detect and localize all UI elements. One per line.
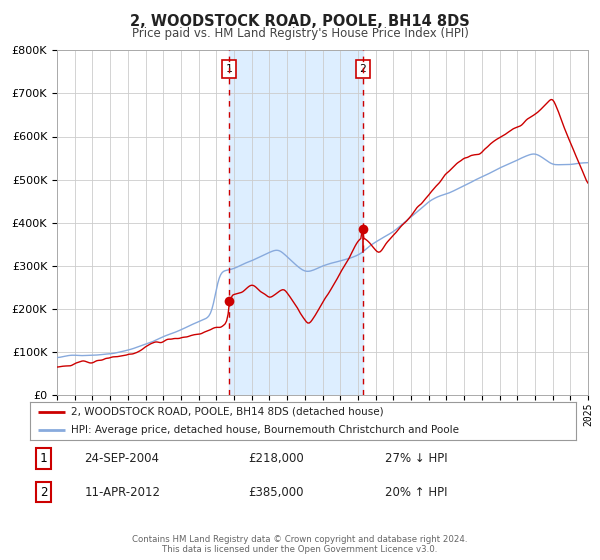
Text: 2, WOODSTOCK ROAD, POOLE, BH14 8DS: 2, WOODSTOCK ROAD, POOLE, BH14 8DS — [130, 14, 470, 29]
Text: Contains HM Land Registry data © Crown copyright and database right 2024.: Contains HM Land Registry data © Crown c… — [132, 535, 468, 544]
Bar — [229, 50, 363, 395]
Text: 27% ↓ HPI: 27% ↓ HPI — [385, 452, 448, 465]
Text: 24-SEP-2004: 24-SEP-2004 — [85, 452, 160, 465]
Text: 1: 1 — [226, 64, 233, 74]
Text: 2: 2 — [359, 64, 366, 74]
Text: 1: 1 — [40, 452, 47, 465]
Text: Price paid vs. HM Land Registry's House Price Index (HPI): Price paid vs. HM Land Registry's House … — [131, 27, 469, 40]
Text: HPI: Average price, detached house, Bournemouth Christchurch and Poole: HPI: Average price, detached house, Bour… — [71, 425, 459, 435]
Text: £218,000: £218,000 — [248, 452, 304, 465]
Text: 11-APR-2012: 11-APR-2012 — [85, 486, 161, 499]
Text: This data is licensed under the Open Government Licence v3.0.: This data is licensed under the Open Gov… — [163, 545, 437, 554]
Text: 2, WOODSTOCK ROAD, POOLE, BH14 8DS (detached house): 2, WOODSTOCK ROAD, POOLE, BH14 8DS (deta… — [71, 407, 383, 417]
Text: 20% ↑ HPI: 20% ↑ HPI — [385, 486, 448, 499]
Text: 2: 2 — [40, 486, 47, 499]
Text: £385,000: £385,000 — [248, 486, 304, 499]
